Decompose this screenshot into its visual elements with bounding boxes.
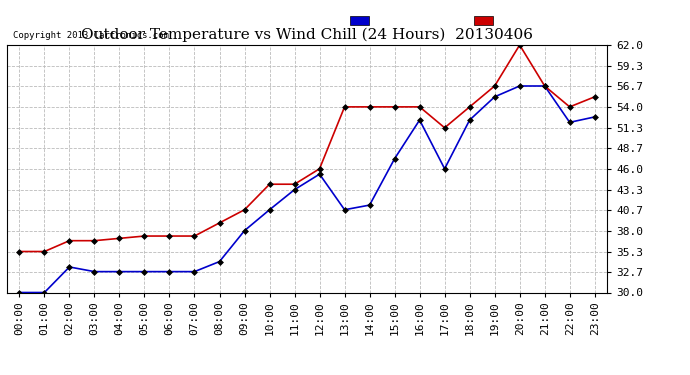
Text: Copyright 2013 Cartronics.com: Copyright 2013 Cartronics.com: [13, 31, 169, 40]
Legend: Wind Chill  (°F), Temperature  (°F): Wind Chill (°F), Temperature (°F): [350, 15, 602, 26]
Title: Outdoor Temperature vs Wind Chill (24 Hours)  20130406: Outdoor Temperature vs Wind Chill (24 Ho…: [81, 28, 533, 42]
